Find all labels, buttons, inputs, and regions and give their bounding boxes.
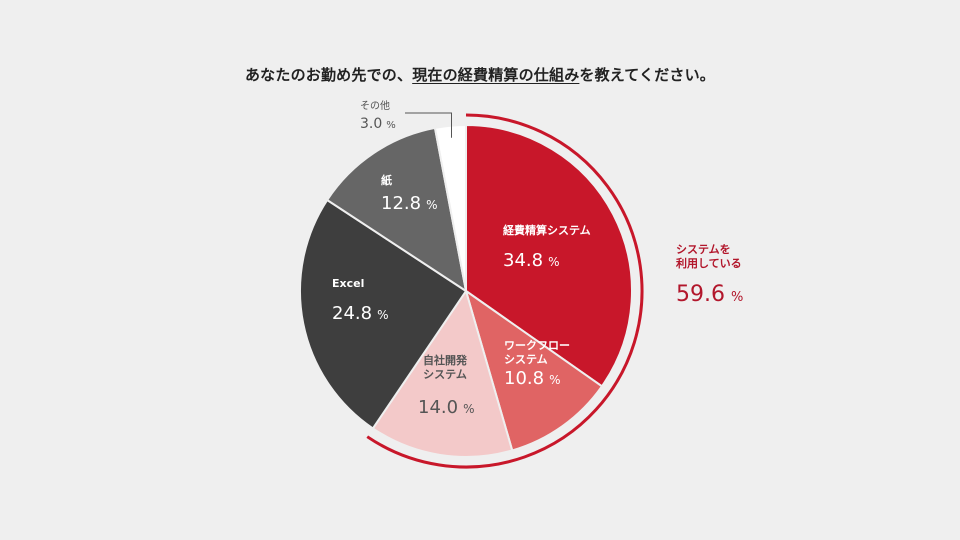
slice-value: 12.8 (381, 192, 422, 214)
chart-title-underlined: 現在の経費精算の仕組み (412, 66, 580, 84)
slice-value: 34.8 (503, 249, 544, 271)
slice-name-line2: システム (504, 352, 548, 366)
slice-label-other: その他 3.0% (360, 101, 396, 133)
slice-value-row: 12.8% (381, 193, 437, 216)
annotation-label-line2: 利用している (676, 256, 742, 270)
pie-slice-3 (371, 288, 514, 458)
slice-unit: % (377, 307, 389, 322)
slice-value: 24.8 (332, 302, 373, 324)
slice-value: 3.0 (360, 115, 383, 132)
slice-unit: % (548, 254, 560, 269)
slice-label-expense-system: 経費精算システム 34.8% (503, 224, 591, 272)
slice-unit: % (549, 372, 561, 387)
slice-value-row: 10.8% (504, 368, 570, 391)
slice-value-row: 3.0% (360, 113, 396, 134)
pie-slice-2 (464, 288, 604, 452)
slice-label-excel: Excel 24.8% (332, 277, 388, 325)
system-usage-annotation: システムを 利用している 59.6% (676, 243, 743, 308)
slice-label-paper: 紙 12.8% (381, 174, 437, 215)
pie-slice-5 (325, 126, 468, 294)
slice-value-row: 34.8% (503, 250, 591, 273)
slice-name: その他 (360, 101, 390, 112)
annotation-label-line1: システムを (676, 243, 731, 256)
slice-unit: % (386, 119, 396, 131)
other-leader-line (405, 112, 452, 138)
slice-value: 14.0 (418, 397, 459, 418)
slice-name: 経費精算システム (503, 224, 591, 237)
chart-title-suffix: を教えてください。 (579, 66, 715, 84)
annotation-unit: % (730, 289, 744, 305)
slice-value: 10.8 (504, 367, 545, 389)
slice-value-row: 24.8% (332, 303, 388, 326)
chart-title: あなたのお勤め先での、現在の経費精算の仕組みを教えてください。 (0, 64, 960, 85)
annotation-value: 59.6 (676, 281, 725, 307)
slice-name-line1: 自社開発 (423, 354, 467, 367)
pie-slice-1 (465, 123, 633, 388)
slice-unit: % (426, 197, 438, 212)
system-usage-bracket-arc (366, 113, 644, 469)
pie-slice-6 (433, 123, 467, 292)
slice-name-line1: ワークフロー (504, 339, 570, 352)
slice-unit: % (463, 402, 475, 416)
slice-label-workflow-system: ワークフロー システム 10.8% (504, 339, 570, 390)
pie-slices (299, 123, 633, 458)
slice-value-in-house-system: 14.0% (418, 397, 474, 420)
slice-name: 紙 (381, 174, 392, 187)
chart-title-prefix: あなたのお勤め先での、 (244, 66, 413, 84)
annotation-value-row: 59.6% (676, 281, 743, 309)
slice-label-in-house-system: 自社開発 システム (410, 354, 480, 382)
pie-slice-4 (299, 198, 468, 430)
slice-name: Excel (332, 277, 365, 290)
slice-name-line2: システム (423, 367, 467, 381)
